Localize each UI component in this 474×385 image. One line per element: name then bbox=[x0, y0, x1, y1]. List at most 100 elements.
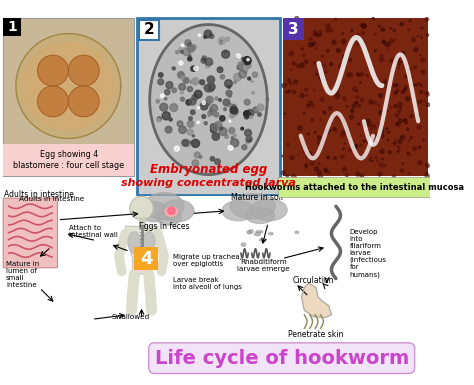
Polygon shape bbox=[381, 28, 384, 32]
Polygon shape bbox=[160, 94, 164, 98]
Polygon shape bbox=[246, 110, 254, 117]
Polygon shape bbox=[342, 39, 346, 43]
Polygon shape bbox=[192, 110, 194, 113]
Polygon shape bbox=[360, 72, 364, 76]
Polygon shape bbox=[371, 129, 372, 130]
Polygon shape bbox=[387, 131, 390, 133]
Polygon shape bbox=[379, 57, 384, 62]
Polygon shape bbox=[378, 172, 382, 176]
Polygon shape bbox=[219, 99, 221, 101]
Polygon shape bbox=[363, 122, 367, 126]
Polygon shape bbox=[350, 109, 354, 112]
Ellipse shape bbox=[139, 202, 168, 222]
FancyBboxPatch shape bbox=[278, 177, 431, 197]
Polygon shape bbox=[343, 148, 345, 150]
Polygon shape bbox=[418, 101, 421, 104]
Polygon shape bbox=[368, 123, 372, 127]
Polygon shape bbox=[399, 107, 401, 109]
Polygon shape bbox=[314, 131, 316, 134]
Polygon shape bbox=[225, 80, 232, 87]
Polygon shape bbox=[242, 57, 245, 60]
Polygon shape bbox=[181, 76, 184, 79]
Polygon shape bbox=[392, 175, 395, 178]
Polygon shape bbox=[360, 23, 363, 26]
FancyBboxPatch shape bbox=[283, 18, 304, 40]
Polygon shape bbox=[379, 94, 383, 97]
Polygon shape bbox=[215, 159, 220, 164]
Polygon shape bbox=[383, 80, 387, 83]
Polygon shape bbox=[420, 85, 422, 87]
Polygon shape bbox=[192, 160, 199, 166]
Polygon shape bbox=[333, 127, 336, 131]
Polygon shape bbox=[393, 84, 396, 87]
Polygon shape bbox=[16, 33, 121, 139]
Polygon shape bbox=[308, 152, 311, 156]
Ellipse shape bbox=[260, 239, 266, 241]
Polygon shape bbox=[182, 139, 188, 146]
Polygon shape bbox=[203, 85, 208, 89]
Polygon shape bbox=[413, 147, 416, 151]
Polygon shape bbox=[395, 139, 396, 140]
Polygon shape bbox=[336, 131, 337, 132]
Polygon shape bbox=[191, 44, 196, 50]
Polygon shape bbox=[375, 157, 377, 159]
Polygon shape bbox=[324, 169, 328, 173]
Polygon shape bbox=[318, 136, 321, 140]
Polygon shape bbox=[233, 134, 236, 137]
Polygon shape bbox=[288, 37, 289, 38]
FancyBboxPatch shape bbox=[137, 18, 280, 194]
Polygon shape bbox=[334, 157, 337, 160]
Polygon shape bbox=[342, 33, 343, 34]
Polygon shape bbox=[421, 27, 423, 29]
FancyBboxPatch shape bbox=[3, 18, 21, 36]
Polygon shape bbox=[206, 96, 213, 103]
Polygon shape bbox=[157, 119, 160, 122]
Polygon shape bbox=[372, 17, 374, 20]
Polygon shape bbox=[290, 156, 294, 160]
Polygon shape bbox=[252, 72, 257, 77]
Polygon shape bbox=[191, 139, 200, 147]
Polygon shape bbox=[238, 62, 244, 68]
Polygon shape bbox=[398, 57, 400, 59]
Polygon shape bbox=[357, 74, 360, 77]
Polygon shape bbox=[400, 169, 404, 172]
Polygon shape bbox=[204, 30, 212, 38]
Polygon shape bbox=[181, 97, 184, 101]
Polygon shape bbox=[194, 152, 200, 158]
Polygon shape bbox=[215, 97, 218, 100]
Polygon shape bbox=[421, 70, 425, 74]
Polygon shape bbox=[411, 69, 412, 70]
Polygon shape bbox=[418, 83, 420, 85]
Polygon shape bbox=[343, 55, 347, 59]
Polygon shape bbox=[339, 76, 342, 79]
FancyBboxPatch shape bbox=[3, 144, 134, 176]
Ellipse shape bbox=[256, 231, 263, 233]
Polygon shape bbox=[324, 64, 325, 65]
Polygon shape bbox=[380, 149, 384, 153]
Polygon shape bbox=[414, 66, 416, 69]
Polygon shape bbox=[396, 122, 400, 126]
Polygon shape bbox=[298, 126, 302, 130]
FancyBboxPatch shape bbox=[283, 18, 428, 176]
Polygon shape bbox=[395, 114, 399, 117]
Polygon shape bbox=[394, 91, 397, 94]
Polygon shape bbox=[306, 156, 308, 157]
Polygon shape bbox=[406, 128, 409, 131]
Polygon shape bbox=[178, 72, 184, 78]
Polygon shape bbox=[398, 110, 401, 113]
Circle shape bbox=[168, 207, 175, 214]
Polygon shape bbox=[186, 100, 191, 105]
Polygon shape bbox=[181, 91, 183, 94]
Polygon shape bbox=[345, 173, 348, 177]
Polygon shape bbox=[236, 56, 238, 58]
Polygon shape bbox=[410, 154, 411, 156]
Ellipse shape bbox=[295, 231, 299, 233]
Ellipse shape bbox=[246, 207, 274, 223]
Polygon shape bbox=[253, 107, 259, 113]
Polygon shape bbox=[309, 38, 312, 41]
Polygon shape bbox=[210, 124, 217, 130]
Polygon shape bbox=[175, 50, 179, 54]
Polygon shape bbox=[387, 110, 388, 112]
Polygon shape bbox=[225, 135, 228, 138]
Polygon shape bbox=[224, 108, 227, 110]
